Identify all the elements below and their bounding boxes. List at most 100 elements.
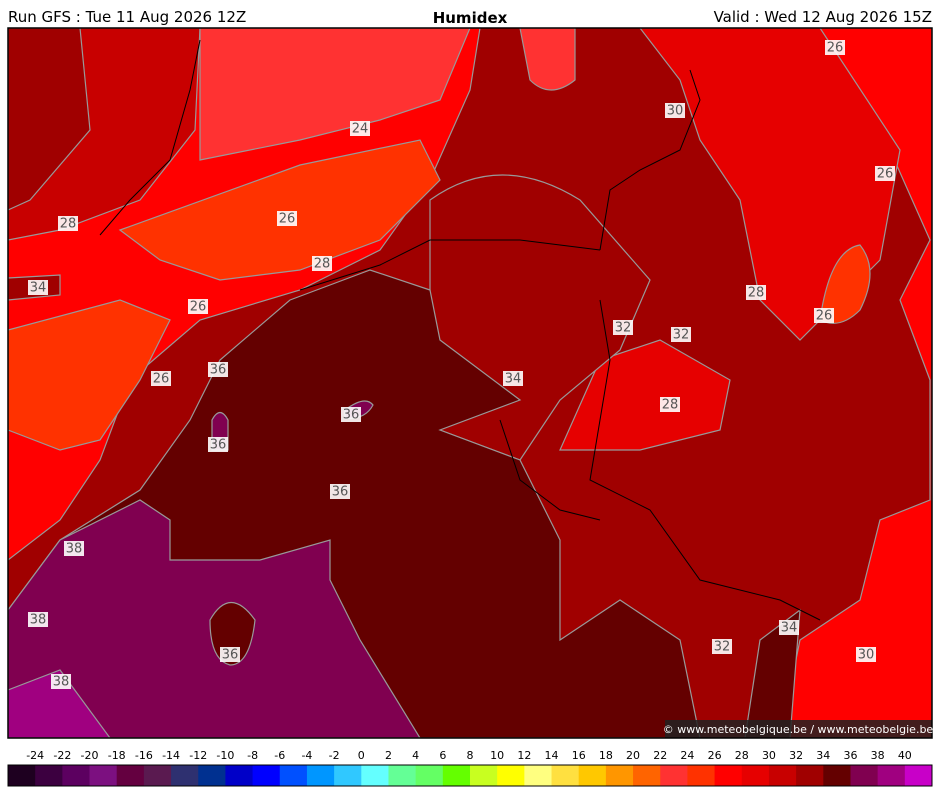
legend-swatch [524,765,553,786]
legend-label: 36 [843,749,857,762]
legend-swatch [877,765,906,786]
legend-swatch [415,765,444,786]
contour-label-box [28,612,48,627]
legend-label: -6 [274,749,285,762]
legend-swatch [334,765,362,786]
legend-label: 12 [517,749,531,762]
legend-swatch [198,765,226,786]
legend-label: 30 [762,749,776,762]
contour-label-box [660,397,680,412]
contour-label-box [58,216,78,231]
contour-label-box [814,308,834,323]
contour-label-box [779,620,799,635]
contour-label-box [875,166,895,181]
contour-label-box [220,647,240,662]
legend-label: 26 [708,749,722,762]
contour-label: 26 [190,300,207,315]
legend-label: -20 [81,749,99,762]
contour-label-box [51,674,71,689]
legend-swatch [687,765,716,786]
legend-swatch [225,765,254,786]
contour-label-box [312,256,332,271]
contour-label: 32 [615,321,632,336]
legend-swatch [442,765,471,786]
contour-label-box [665,103,685,118]
legend-swatch [796,765,824,786]
legend-label: 16 [572,749,586,762]
legend-swatch [89,765,118,786]
legend-swatch [252,765,281,786]
legend-label: -4 [301,749,312,762]
legend-label: -8 [247,749,258,762]
copyright: © www.meteobelgique.be / www.meteobelgie… [663,723,934,736]
legend-label: 22 [653,749,667,762]
contour-label-box [208,362,228,377]
contour-label-box [341,407,361,422]
contour-label: 38 [53,675,70,690]
legend-swatch [388,765,417,786]
contour-label: 26 [877,167,894,182]
legend-swatch [171,765,199,786]
legend-swatch [551,765,580,786]
legend-swatch [578,765,607,786]
legend-label: -14 [162,749,180,762]
contour-label: 26 [153,372,170,387]
legend-swatch [143,765,172,786]
contour-label: 34 [781,621,798,636]
contour-label: 38 [66,542,83,557]
contour-label: 28 [748,286,765,301]
contour-label-box [825,40,845,55]
contour-label-box [188,299,208,314]
legend-label: 6 [439,749,446,762]
contour-label-box [613,320,633,335]
legend-swatch [497,765,525,786]
legend-label: 14 [545,749,559,762]
legend-swatch [768,765,797,786]
legend-swatch [470,765,498,786]
legend-label: 10 [490,749,504,762]
contour-label: 36 [332,485,349,500]
contour-label: 30 [858,648,875,663]
legend-swatch [904,765,933,786]
contour-label: 34 [30,281,47,296]
legend-label: -18 [108,749,126,762]
legend-label: -24 [26,749,44,762]
map-field [8,28,932,738]
contour-label-box [330,484,350,499]
contour-label-box [208,437,228,452]
contour-label-box [671,327,691,342]
contour-label: 28 [60,217,77,232]
contour-label-box [746,285,766,300]
legend-label: -16 [135,749,153,762]
run-label: Run GFS : Tue 11 Aug 2026 12Z [8,8,246,26]
contour-label-box [856,647,876,662]
legend-label: 2 [385,749,392,762]
legend-frame [7,764,933,787]
legend-swatch [741,765,770,786]
contour-label: 28 [662,398,679,413]
contour-label-box [151,371,171,386]
legend-label: 20 [626,749,640,762]
contour-label-box [64,541,84,556]
legend-label: 28 [735,749,749,762]
legend-label: 40 [898,749,912,762]
legend-swatch [361,765,389,786]
legend-swatch [660,765,688,786]
contour-label: 28 [314,257,331,272]
legend-label: -10 [216,749,234,762]
legend-label: -12 [189,749,207,762]
legend-label: -22 [53,749,71,762]
legend-swatch [8,765,36,786]
contour-label: 36 [210,438,227,453]
legend-swatch [714,765,743,786]
legend-label: 32 [789,749,803,762]
borders [99,39,821,621]
contour-label-box [28,280,48,295]
contour-label: 24 [352,122,369,137]
contour-label: 36 [222,648,239,663]
contour-label-box [503,371,523,386]
legend-swatch [306,765,335,786]
legend-swatch [605,765,634,786]
legend-swatch [850,765,879,786]
legend-label: 38 [871,749,885,762]
